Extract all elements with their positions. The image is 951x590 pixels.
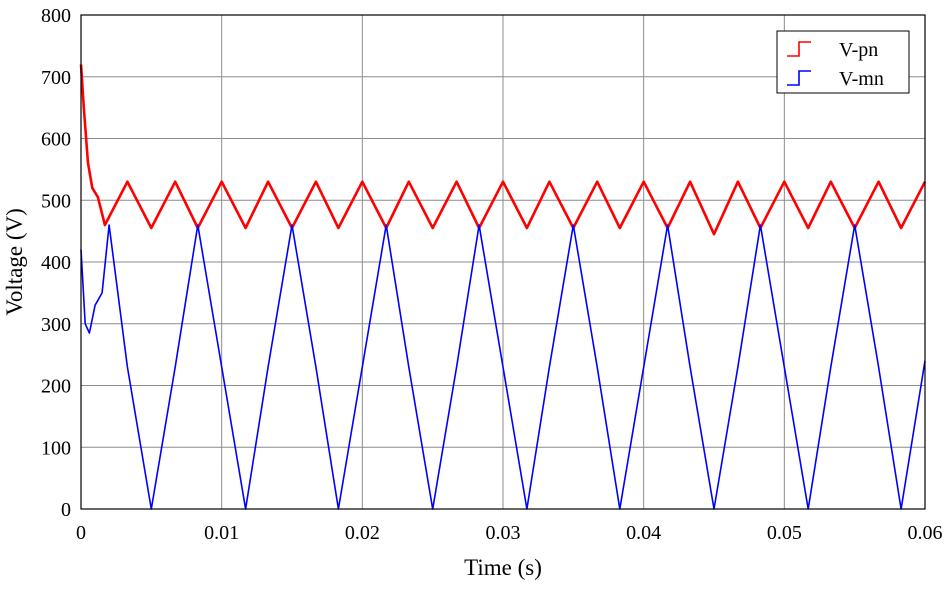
x-tick-label: 0 [76, 522, 86, 544]
legend: V-pn V-mn [776, 30, 910, 94]
y-tick-label: 400 [41, 252, 71, 274]
y-tick-label: 600 [41, 129, 71, 151]
y-tick-label: 100 [41, 437, 71, 459]
grid-lines [81, 15, 925, 509]
legend-swatch [787, 41, 811, 57]
y-tick-label: 300 [41, 314, 71, 336]
x-tick-label: 0.06 [908, 522, 943, 544]
legend-swatch [787, 70, 811, 86]
series-line-v-pn [79, 64, 927, 236]
y-axis-label: Voltage (V) [2, 208, 27, 316]
y-tick-label: 800 [41, 5, 71, 27]
legend-label: V-pn [839, 39, 878, 61]
plot-frame [80, 14, 926, 510]
x-tick-label: 0.01 [204, 522, 239, 544]
x-tick-label: 0.04 [626, 522, 661, 544]
x-tick-label: 0.02 [345, 522, 380, 544]
x-tick-label: 0.03 [486, 522, 521, 544]
y-tick-label: 700 [41, 67, 71, 89]
series-line-v-mn [80, 224, 926, 510]
x-tick-label: 0.05 [767, 522, 802, 544]
plot-series [79, 64, 927, 510]
y-tick-label: 0 [61, 499, 71, 521]
y-tick-label: 500 [41, 190, 71, 212]
axis-ticks: 0 0.01 0.02 0.03 0.04 0.05 0.06 0 100 200 300 400 50… [41, 5, 943, 544]
y-tick-label: 200 [41, 376, 71, 398]
x-axis-label: Time (s) [464, 555, 542, 580]
legend-label: V-mn [839, 68, 884, 90]
